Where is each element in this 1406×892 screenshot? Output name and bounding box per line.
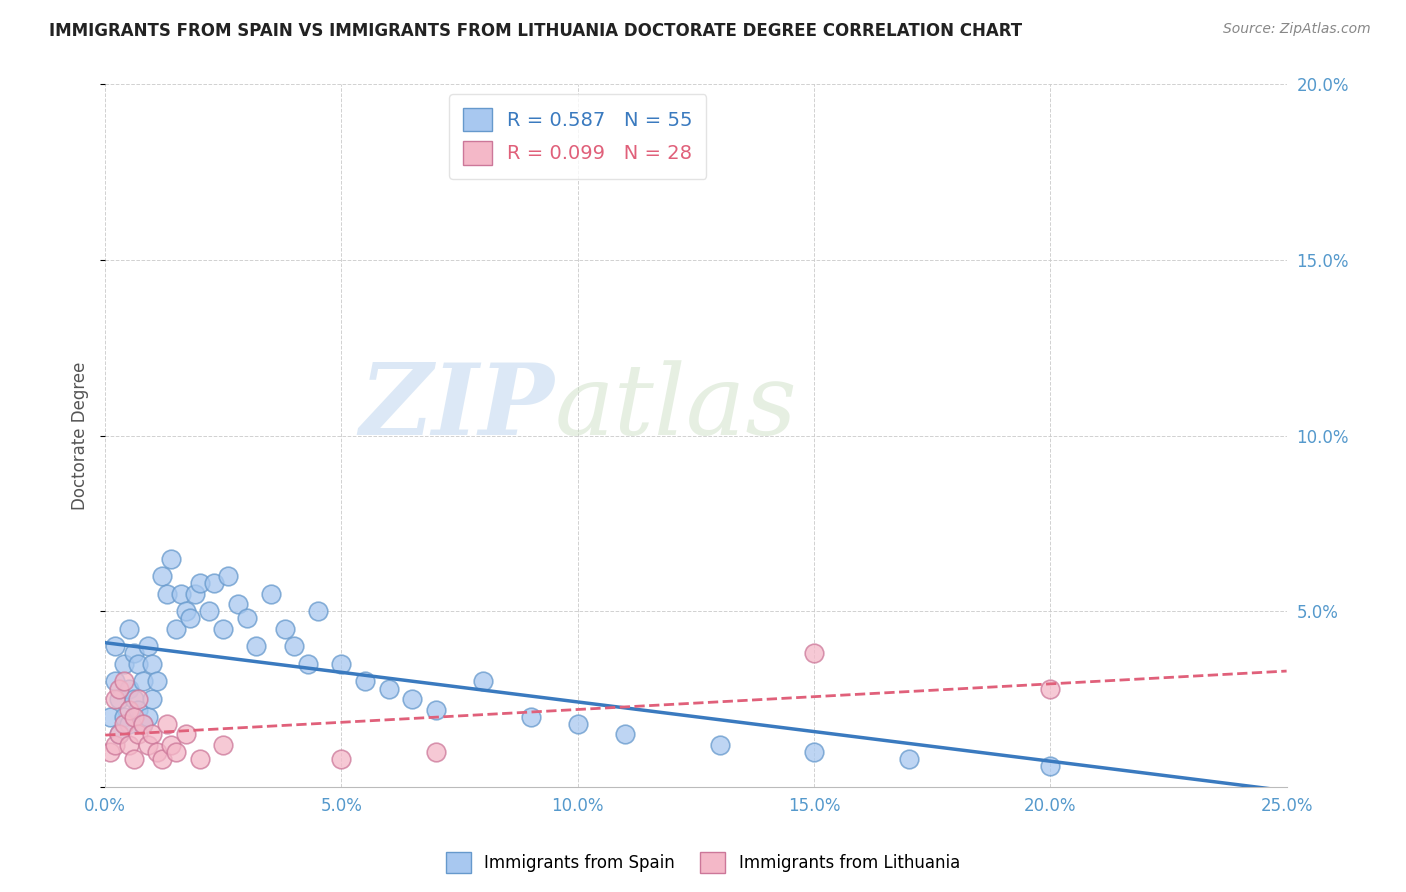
Point (132, 716, 155, 731)
Point (567, 716, 589, 731)
Legend: R = 0.587   N = 55, R = 0.099   N = 28: R = 0.587 N = 55, R = 0.099 N = 28 (449, 95, 706, 178)
Point (127, 727, 149, 741)
Point (136, 738, 159, 752)
Point (146, 745, 169, 759)
Point (156, 716, 179, 731)
Point (104, 640, 127, 654)
Point (519, 709, 541, 723)
Point (245, 640, 267, 654)
Point (108, 727, 131, 741)
Point (174, 727, 197, 741)
Point (122, 646, 145, 660)
Point (897, 752, 920, 766)
Point (98, 709, 121, 723)
Point (236, 611, 259, 625)
Point (104, 738, 127, 752)
Point (122, 709, 145, 723)
Point (118, 716, 141, 731)
Point (259, 587, 281, 601)
Point (98, 745, 121, 759)
Point (127, 692, 149, 706)
Point (132, 674, 155, 689)
Point (709, 738, 731, 752)
Point (217, 569, 239, 583)
Point (198, 604, 221, 618)
Point (803, 646, 825, 660)
Point (330, 657, 353, 671)
Text: Source: ZipAtlas.com: Source: ZipAtlas.com (1223, 22, 1371, 37)
Legend: Immigrants from Spain, Immigrants from Lithuania: Immigrants from Spain, Immigrants from L… (440, 846, 966, 880)
Text: IMMIGRANTS FROM SPAIN VS IMMIGRANTS FROM LITHUANIA DOCTORATE DEGREE CORRELATION : IMMIGRANTS FROM SPAIN VS IMMIGRANTS FROM… (49, 22, 1022, 40)
Point (377, 681, 399, 696)
Point (104, 692, 127, 706)
Point (614, 727, 637, 741)
Point (112, 709, 135, 723)
Point (425, 702, 447, 716)
Point (112, 657, 135, 671)
Point (136, 709, 159, 723)
Point (188, 576, 211, 591)
Point (118, 702, 141, 716)
Point (401, 692, 423, 706)
Point (425, 745, 447, 759)
Point (226, 597, 249, 611)
Y-axis label: Doctorate Degree: Doctorate Degree (72, 361, 89, 510)
Point (174, 604, 197, 618)
Text: atlas: atlas (554, 359, 797, 455)
Point (108, 692, 131, 706)
Point (118, 622, 141, 636)
Point (118, 681, 141, 696)
Point (472, 674, 495, 689)
Point (803, 745, 825, 759)
Point (212, 622, 235, 636)
Point (141, 657, 163, 671)
Point (165, 622, 187, 636)
Point (330, 752, 353, 766)
Point (127, 702, 149, 716)
Point (146, 674, 169, 689)
Point (108, 727, 131, 741)
Point (122, 692, 145, 706)
Point (156, 587, 179, 601)
Point (122, 752, 145, 766)
Point (1039, 681, 1062, 696)
Point (274, 622, 297, 636)
Point (112, 716, 135, 731)
Point (283, 640, 305, 654)
Point (170, 587, 193, 601)
Point (160, 738, 183, 752)
Point (136, 640, 159, 654)
Point (127, 657, 149, 671)
Point (150, 752, 173, 766)
Point (141, 692, 163, 706)
Point (160, 551, 183, 566)
Point (132, 716, 155, 731)
Point (141, 727, 163, 741)
Text: ZIP: ZIP (359, 359, 554, 456)
Point (118, 738, 141, 752)
Point (108, 681, 131, 696)
Point (1039, 758, 1062, 772)
Point (150, 569, 173, 583)
Point (188, 752, 211, 766)
Point (165, 745, 187, 759)
Point (354, 674, 377, 689)
Point (184, 587, 207, 601)
Point (202, 576, 225, 591)
Point (297, 657, 319, 671)
Point (212, 738, 235, 752)
Point (307, 604, 329, 618)
Point (104, 674, 127, 689)
Point (179, 611, 201, 625)
Point (112, 674, 135, 689)
